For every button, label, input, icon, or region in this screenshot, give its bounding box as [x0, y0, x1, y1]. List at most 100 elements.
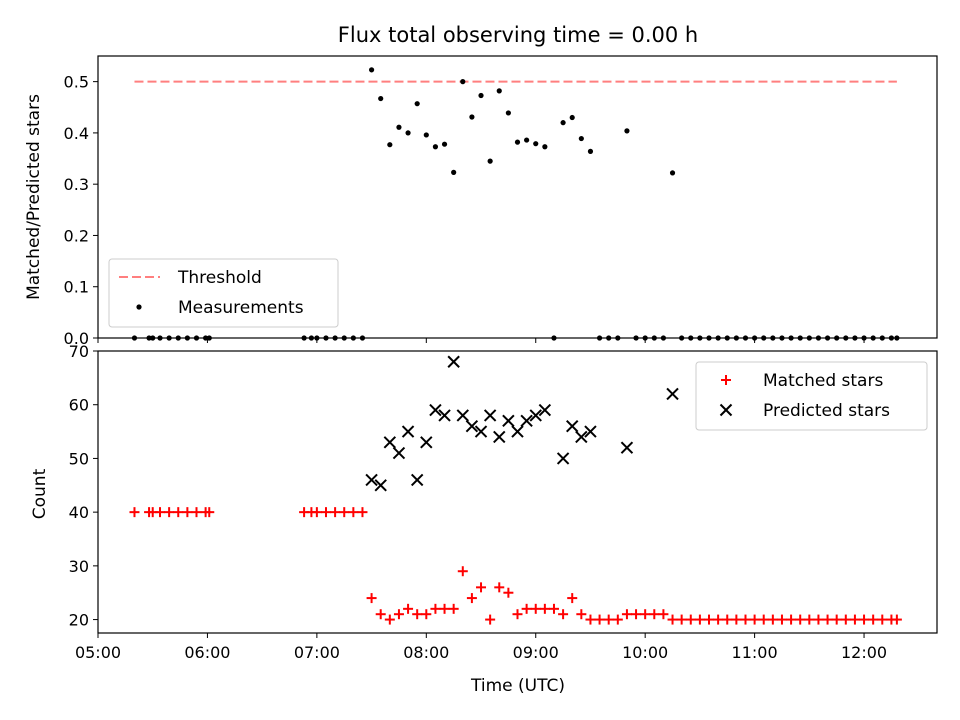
predicted-star-point	[392, 446, 406, 460]
bottom-y-tick-label: 50	[69, 449, 89, 468]
matched-star-point	[164, 507, 175, 518]
predicted-star-point	[401, 425, 415, 438]
matched-star-point	[804, 614, 815, 625]
measurement-point	[569, 114, 575, 121]
matched-star-point	[621, 609, 632, 620]
matched-star-point	[594, 614, 605, 625]
predicted-star-point	[374, 479, 387, 492]
matched-star-point	[182, 507, 193, 518]
matched-star-point	[649, 609, 660, 620]
matched-star-point	[466, 593, 477, 604]
matched-star-point	[831, 614, 842, 625]
matched-star-point	[658, 609, 669, 620]
predicted-star-point	[429, 403, 442, 417]
matched-legend-symbol	[721, 375, 731, 385]
bottom-y-tick-label: 30	[69, 557, 89, 576]
matched-star-point	[758, 614, 769, 625]
matched-star-point	[503, 587, 514, 598]
matched-star-point	[403, 603, 414, 614]
bottom-legend-box	[695, 361, 928, 431]
top-plot-frame	[97, 55, 938, 339]
matched-star-point	[859, 614, 870, 625]
measurement-point	[405, 130, 411, 136]
matched-star-point	[813, 614, 824, 625]
matched-star-point	[786, 614, 797, 625]
predicted-star-point	[520, 414, 533, 428]
matched-star-point	[412, 609, 423, 620]
x-tick-label: 05:00	[75, 643, 121, 662]
bottom-y-tick-label: 40	[69, 503, 89, 522]
measurement-point	[460, 79, 466, 85]
x-tick-label: 07:00	[294, 643, 340, 662]
matched-star-point	[567, 593, 578, 604]
matched-star-point	[539, 603, 550, 614]
matched-star-point	[631, 609, 642, 620]
matched-star-point	[868, 614, 879, 625]
measurement-point	[505, 110, 511, 116]
top-y-tick-label: 0.2	[64, 226, 89, 245]
top-y-tick-label: 0.4	[64, 124, 89, 143]
bottom-plot-frame	[97, 350, 938, 634]
measurement-point	[578, 135, 584, 142]
measurements-legend-symbol	[136, 304, 142, 310]
measurement-point	[441, 141, 448, 147]
matched-star-point	[173, 507, 184, 518]
matched-star-point	[439, 603, 450, 614]
predicted-star-point	[383, 436, 397, 449]
measurement-point	[524, 137, 530, 143]
measurement-point	[514, 139, 521, 145]
matched-star-point	[585, 614, 596, 625]
predicted-star-point	[584, 425, 597, 438]
predicted-star-point	[438, 409, 451, 422]
matched-star-point	[667, 614, 678, 625]
top-axes: 0.0 0.1 0.2 0.3 0.4 0.5 Threshold Measurements	[64, 55, 938, 348]
matched-star-point	[731, 614, 742, 625]
x-tick-label: 09:00	[513, 643, 559, 662]
bottom-axes: 20 30 40 50 60 70 05:00 06:00 07:00 08:00 09:00 10:…	[69, 342, 938, 662]
matched-star-point	[393, 609, 404, 620]
matched-star-point	[840, 614, 851, 625]
measurement-point	[487, 158, 493, 164]
predicted-star-point	[410, 473, 424, 487]
matched-star-point	[704, 614, 715, 625]
predicted-star-point	[511, 425, 524, 438]
matched-star-point	[129, 507, 140, 518]
x-tick-label: 12:00	[841, 643, 887, 662]
predicted-star-point	[474, 425, 488, 438]
matched-star-point	[476, 582, 487, 593]
predicted-star-point	[529, 409, 542, 422]
measurement-point	[587, 148, 594, 154]
predicted-star-point	[666, 387, 679, 401]
matched-star-point	[375, 609, 386, 620]
top-legend: Threshold Measurements	[108, 258, 339, 328]
matched-star-point	[421, 609, 432, 620]
x-tick-label: 08:00	[403, 643, 449, 662]
measurement-point	[378, 95, 384, 102]
x-tick-label: 11:00	[732, 643, 778, 662]
measurement-point	[533, 141, 539, 147]
predicted-star-point	[483, 409, 497, 422]
chart-title: Flux total observing time = 0.00 h	[338, 23, 698, 47]
measurement-point	[414, 101, 420, 107]
predicted-star-point	[538, 403, 552, 417]
predicted-legend-symbol	[719, 403, 733, 417]
top-y-tick-label: 0.0	[64, 329, 89, 348]
matched-star-point	[795, 614, 806, 625]
matched-star-point	[612, 614, 623, 625]
matched-star-point	[204, 507, 215, 518]
matched-star-point	[311, 507, 322, 518]
measurement-point	[542, 144, 548, 150]
matched-star-point	[348, 507, 359, 518]
measurements-legend-label: Measurements	[178, 298, 304, 318]
top-y-tick-label: 0.1	[64, 278, 89, 297]
matched-star-point	[485, 614, 496, 625]
matched-star-point	[457, 566, 468, 577]
matched-star-point	[191, 507, 202, 518]
measurement-point	[432, 144, 439, 150]
top-legend-box	[108, 258, 339, 328]
matched-star-point	[767, 614, 778, 625]
matched-star-point	[891, 614, 902, 625]
bottom-legend: Matched stars Predicted stars	[695, 361, 928, 431]
predicted-star-point	[556, 452, 570, 465]
